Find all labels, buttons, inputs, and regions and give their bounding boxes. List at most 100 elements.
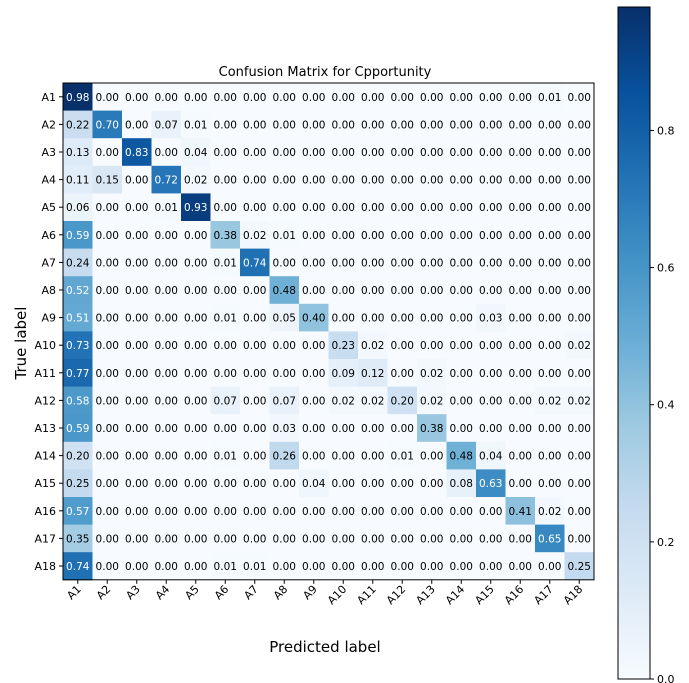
cell-value-label: 0.25 (568, 561, 591, 573)
cell-value-label: 0.20 (66, 451, 89, 463)
cell-value-label: 0.00 (214, 506, 237, 518)
cell-value-label: 0.00 (420, 92, 443, 104)
cell-value-label: 0.00 (391, 368, 414, 380)
cell-value-label: 0.00 (391, 313, 414, 325)
cell-value-label: 0.26 (273, 451, 297, 463)
cell-value-label: 0.00 (273, 257, 296, 269)
cell-value-label: 0.35 (66, 533, 89, 545)
cell-value-label: 0.00 (568, 119, 591, 131)
cell-value-label: 0.00 (538, 202, 561, 214)
cell-value-label: 0.02 (538, 395, 561, 407)
colorbar-tick-label: 0.6 (657, 262, 675, 275)
x-tick-label: A3 (123, 583, 142, 602)
cell-value-label: 0.03 (273, 423, 296, 435)
heatmap-cell (151, 83, 182, 112)
heatmap-cell (63, 469, 93, 498)
heatmap-cell (299, 331, 329, 360)
cell-value-label: 0.41 (509, 506, 532, 518)
cell-value-label: 0.00 (391, 147, 414, 159)
cell-value-label: 0.00 (538, 147, 561, 159)
cell-value-label: 0.00 (568, 230, 591, 242)
y-tick-label: A16 (34, 505, 56, 518)
heatmap-cell (505, 221, 536, 250)
heatmap-cell (181, 552, 211, 581)
heatmap-cell (92, 469, 123, 498)
colorbar (617, 6, 651, 680)
heatmap-cell (505, 359, 536, 388)
cell-value-label: 0.00 (391, 561, 414, 573)
heatmap-cell (328, 165, 359, 194)
heatmap-cell (446, 441, 477, 470)
heatmap-cell (328, 552, 359, 581)
heatmap-cell (63, 441, 93, 470)
x-tick-label: A6 (212, 583, 231, 602)
cell-value-label: 0.09 (332, 368, 355, 380)
heatmap-cell (446, 138, 477, 167)
heatmap-cell (181, 414, 211, 443)
cell-value-label: 0.02 (332, 395, 355, 407)
heatmap-cell (210, 193, 241, 222)
heatmap-cell (476, 414, 506, 443)
heatmap-cell (63, 138, 93, 167)
heatmap-cell (299, 193, 329, 222)
cell-value-label: 0.00 (450, 506, 473, 518)
cell-value-label: 0.00 (479, 423, 502, 435)
colorbar-ticks: 0.0 0.2 0.4 0.6 0.8 (650, 124, 675, 683)
cell-value-label: 0.00 (361, 423, 384, 435)
cell-value-label: 0.00 (509, 175, 532, 187)
heatmap-cell (564, 303, 595, 332)
cell-value-label: 0.00 (420, 340, 443, 352)
heatmap-cell (299, 469, 329, 498)
heatmap-cell (328, 359, 359, 388)
cell-value-label: 0.01 (214, 257, 237, 269)
heatmap-cell (63, 276, 93, 305)
heatmap-cell (535, 303, 565, 332)
heatmap-cell (358, 248, 388, 277)
cell-value-label: 0.00 (332, 147, 355, 159)
cell-value-label: 0.00 (361, 313, 384, 325)
heatmap-cell (63, 414, 93, 443)
cell-value-label: 0.00 (391, 533, 414, 545)
heatmap-cell (92, 441, 123, 470)
heatmap-cell (240, 248, 270, 277)
cell-value-label: 0.02 (361, 395, 384, 407)
cell-value-label: 0.00 (332, 285, 355, 297)
heatmap-cell (387, 221, 418, 250)
heatmap-cell (535, 552, 565, 581)
heatmap-cell (387, 193, 418, 222)
heatmap-cell (535, 359, 565, 388)
heatmap-cell (564, 221, 595, 250)
heatmap-cell (122, 303, 152, 332)
cell-value-label: 0.00 (273, 561, 296, 573)
heatmap-cell (210, 441, 241, 470)
heatmap-cell (505, 138, 536, 167)
cell-value-label: 0.00 (509, 561, 532, 573)
heatmap-cell (240, 414, 270, 443)
heatmap-cell (564, 524, 595, 553)
cell-value-label: 0.01 (155, 202, 178, 214)
x-tick-label: A7 (241, 583, 260, 602)
heatmap-cell (210, 386, 241, 415)
cell-value-label: 0.00 (125, 313, 148, 325)
heatmap-cell (299, 524, 329, 553)
cell-value-label: 0.00 (302, 92, 325, 104)
cell-value-label: 0.00 (479, 340, 502, 352)
heatmap-cell (299, 386, 329, 415)
cell-value-label: 0.00 (509, 285, 532, 297)
heatmap-cell (358, 165, 388, 194)
heatmap-cell (535, 276, 565, 305)
heatmap-cell (387, 414, 418, 443)
heatmap-cell (122, 552, 152, 581)
y-tick-label: A17 (34, 532, 56, 545)
heatmap-cell (92, 386, 123, 415)
heatmap-cell (476, 165, 506, 194)
heatmap-cell (151, 331, 182, 360)
y-tick-label: A18 (34, 560, 56, 573)
heatmap-cell (63, 221, 93, 250)
heatmap-cell (564, 441, 595, 470)
cell-value-label: 0.07 (273, 395, 296, 407)
heatmap-cell (535, 165, 565, 194)
heatmap-cell (151, 497, 182, 526)
cell-value-label: 0.00 (420, 506, 443, 518)
heatmap-cell (476, 193, 506, 222)
